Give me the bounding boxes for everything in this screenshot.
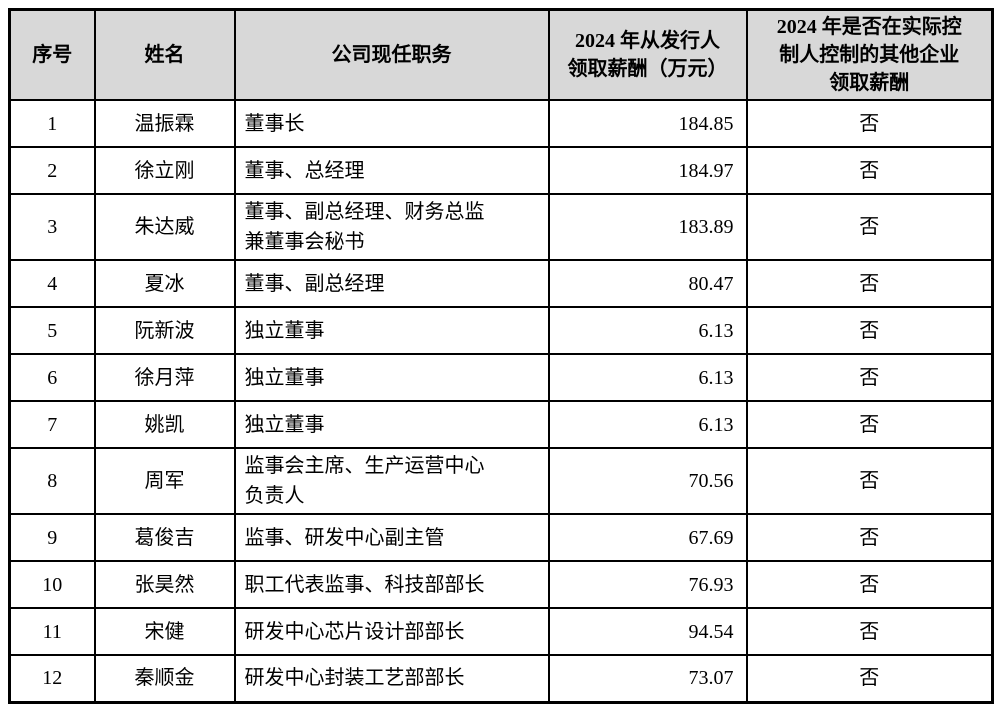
table-row: 6 徐月萍 独立董事 6.13 否 [8, 353, 994, 402]
cell-other: 否 [745, 193, 994, 261]
column-header-position: 公司现任职务 [233, 8, 550, 101]
cell-position: 独立董事 [233, 353, 550, 402]
table-row: 7 姚凯 独立董事 6.13 否 [8, 400, 994, 449]
cell-index: 10 [8, 560, 96, 609]
cell-other: 否 [745, 513, 994, 562]
table-row: 3 朱达威 董事、副总经理、财务总监 兼董事会秘书 183.89 否 [8, 193, 994, 261]
cell-index: 3 [8, 193, 96, 261]
cell-salary: 183.89 [547, 193, 748, 261]
cell-name: 温振霖 [93, 99, 236, 148]
cell-other: 否 [745, 259, 994, 308]
cell-other: 否 [745, 306, 994, 355]
cell-index: 9 [8, 513, 96, 562]
column-header-index: 序号 [8, 8, 96, 101]
column-header-salary: 2024 年从发行人 领取薪酬（万元） [547, 8, 748, 101]
cell-position: 研发中心封装工艺部部长 [233, 654, 550, 703]
cell-other: 否 [745, 560, 994, 609]
table-row: 5 阮新波 独立董事 6.13 否 [8, 306, 994, 355]
cell-position: 独立董事 [233, 400, 550, 449]
cell-name: 朱达威 [93, 193, 236, 261]
cell-name: 徐月萍 [93, 353, 236, 402]
column-header-name: 姓名 [93, 8, 236, 101]
cell-index: 7 [8, 400, 96, 449]
cell-name: 徐立刚 [93, 146, 236, 195]
cell-position: 研发中心芯片设计部部长 [233, 607, 550, 656]
cell-salary: 67.69 [547, 513, 748, 562]
cell-salary: 76.93 [547, 560, 748, 609]
cell-other: 否 [745, 146, 994, 195]
table-row: 2 徐立刚 董事、总经理 184.97 否 [8, 146, 994, 195]
cell-other: 否 [745, 607, 994, 656]
cell-salary: 184.97 [547, 146, 748, 195]
cell-salary: 184.85 [547, 99, 748, 148]
table-row: 12 秦顺金 研发中心封装工艺部部长 73.07 否 [8, 654, 994, 703]
cell-salary: 6.13 [547, 353, 748, 402]
cell-name: 张昊然 [93, 560, 236, 609]
header-row: 序号 姓名 公司现任职务 2024 年从发行人 领取薪酬（万元） 2024 年是… [8, 8, 994, 101]
cell-position: 监事、研发中心副主管 [233, 513, 550, 562]
cell-salary: 94.54 [547, 607, 748, 656]
cell-salary: 70.56 [547, 447, 748, 515]
cell-other: 否 [745, 447, 994, 515]
cell-index: 6 [8, 353, 96, 402]
cell-name: 夏冰 [93, 259, 236, 308]
cell-name: 葛俊吉 [93, 513, 236, 562]
cell-index: 5 [8, 306, 96, 355]
cell-other: 否 [745, 400, 994, 449]
cell-other: 否 [745, 353, 994, 402]
cell-name: 阮新波 [93, 306, 236, 355]
cell-position: 独立董事 [233, 306, 550, 355]
cell-salary: 73.07 [547, 654, 748, 703]
table-row: 11 宋健 研发中心芯片设计部部长 94.54 否 [8, 607, 994, 656]
cell-position: 职工代表监事、科技部部长 [233, 560, 550, 609]
table-row: 10 张昊然 职工代表监事、科技部部长 76.93 否 [8, 560, 994, 609]
table-row: 8 周军 监事会主席、生产运营中心 负责人 70.56 否 [8, 447, 994, 515]
compensation-table: 序号 姓名 公司现任职务 2024 年从发行人 领取薪酬（万元） 2024 年是… [8, 8, 994, 704]
cell-salary: 6.13 [547, 306, 748, 355]
cell-index: 8 [8, 447, 96, 515]
cell-other: 否 [745, 654, 994, 703]
cell-position: 监事会主席、生产运营中心 负责人 [233, 447, 550, 515]
cell-salary: 80.47 [547, 259, 748, 308]
cell-index: 1 [8, 99, 96, 148]
cell-name: 宋健 [93, 607, 236, 656]
table-row: 4 夏冰 董事、副总经理 80.47 否 [8, 259, 994, 308]
table-row: 9 葛俊吉 监事、研发中心副主管 67.69 否 [8, 513, 994, 562]
column-header-other-salary: 2024 年是否在实际控 制人控制的其他企业 领取薪酬 [745, 8, 994, 101]
cell-salary: 6.13 [547, 400, 748, 449]
cell-name: 周军 [93, 447, 236, 515]
table-header: 序号 姓名 公司现任职务 2024 年从发行人 领取薪酬（万元） 2024 年是… [8, 8, 994, 101]
table-row: 1 温振霖 董事长 184.85 否 [8, 99, 994, 148]
cell-index: 12 [8, 654, 96, 703]
cell-position: 董事、副总经理、财务总监 兼董事会秘书 [233, 193, 550, 261]
cell-index: 2 [8, 146, 96, 195]
cell-position: 董事长 [233, 99, 550, 148]
cell-other: 否 [745, 99, 994, 148]
cell-name: 秦顺金 [93, 654, 236, 703]
cell-position: 董事、总经理 [233, 146, 550, 195]
cell-name: 姚凯 [93, 400, 236, 449]
cell-index: 4 [8, 259, 96, 308]
cell-position: 董事、副总经理 [233, 259, 550, 308]
table-body: 1 温振霖 董事长 184.85 否 2 徐立刚 董事、总经理 184.97 否 3 朱达威 董事、副总… [8, 99, 994, 703]
cell-index: 11 [8, 607, 96, 656]
